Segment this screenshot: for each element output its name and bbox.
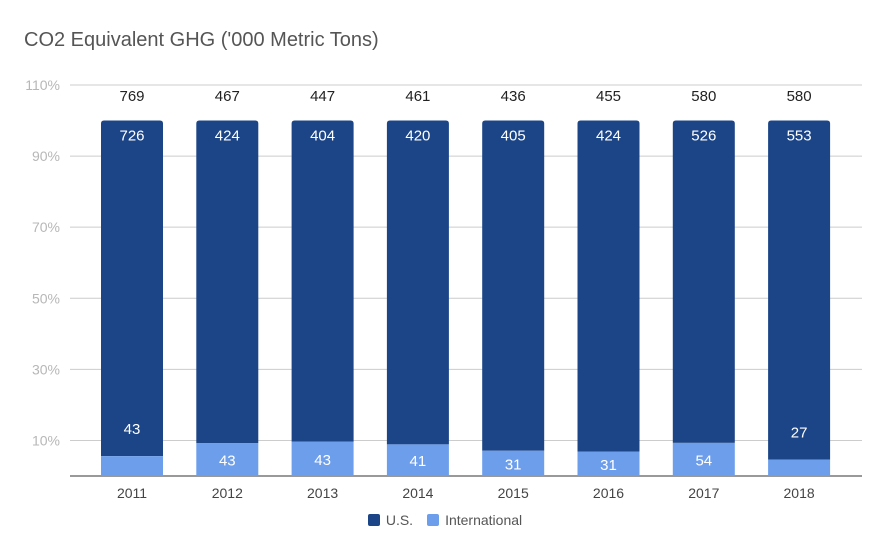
bar-international-2011: [101, 456, 163, 476]
x-tick-label-2013: 2013: [307, 485, 338, 501]
legend-label-international: International: [445, 512, 523, 528]
legend: U.S. International: [0, 512, 890, 528]
bar-us-2011: [101, 120, 163, 457]
bar-us-2015: [482, 120, 545, 451]
total-label-2012: 467: [215, 88, 240, 105]
y-tick-label: 110%: [25, 77, 60, 93]
us-value-label-2016: 424: [596, 128, 621, 145]
us-value-label-2017: 526: [691, 128, 716, 145]
us-value-label-2011: 726: [119, 128, 144, 145]
legend-swatch-us: [367, 514, 380, 526]
x-tick-label-2016: 2016: [593, 485, 624, 501]
bar-international-2015: [482, 450, 545, 476]
total-label-2014: 461: [405, 88, 430, 105]
legend-label-us: U.S.: [385, 512, 414, 528]
international-value-label-2014: 41: [410, 453, 427, 470]
international-value-label-2015: 31: [505, 456, 522, 473]
legend-item-us[interactable]: U.S.: [367, 512, 414, 528]
total-label-2016: 455: [596, 88, 621, 105]
y-tick-label: 30%: [32, 361, 60, 377]
bar-us-2014: [386, 120, 449, 445]
bar-international-2017: [672, 442, 735, 476]
bar-us-2013: [291, 120, 354, 442]
x-tick-label-2018: 2018: [784, 485, 815, 501]
y-tick-label: 70%: [32, 219, 60, 235]
international-value-label-2018: 27: [791, 424, 808, 441]
total-label-2013: 447: [310, 88, 335, 105]
total-label-2011: 769: [119, 88, 144, 105]
total-label-2015: 436: [501, 88, 526, 105]
bar-international-2012: [196, 443, 259, 476]
x-tick-label-2017: 2017: [688, 485, 719, 501]
chart-title: CO2 Equivalent GHG ('000 Metric Tons): [24, 29, 379, 51]
us-value-label-2014: 420: [405, 128, 430, 145]
international-value-label-2017: 54: [695, 452, 712, 469]
bar-international-2016: [577, 451, 640, 476]
y-tick-label: 10%: [32, 432, 60, 448]
y-tick-label: 90%: [32, 148, 60, 164]
bar-us-2012: [196, 120, 259, 444]
bar-international-2014: [386, 444, 449, 476]
international-value-label-2016: 31: [600, 457, 617, 474]
total-label-2018: 580: [787, 88, 812, 105]
y-tick-label: 50%: [32, 290, 60, 306]
legend-swatch-international: [427, 514, 440, 526]
x-tick-label-2014: 2014: [402, 485, 433, 501]
bar-international-2013: [291, 441, 354, 476]
bar-us-2017: [672, 120, 735, 443]
x-tick-label-2012: 2012: [212, 485, 243, 501]
us-value-label-2018: 553: [787, 128, 812, 145]
international-value-label-2012: 43: [219, 453, 236, 470]
x-tick-label-2015: 2015: [498, 485, 529, 501]
total-label-2017: 580: [691, 88, 716, 105]
bar-us-2018: [768, 120, 831, 460]
us-value-label-2012: 424: [215, 128, 240, 145]
bar-international-2018: [768, 459, 831, 476]
bar-us-2016: [577, 120, 640, 452]
legend-item-international[interactable]: International: [427, 512, 522, 528]
x-tick-label-2011: 2011: [117, 485, 147, 501]
us-value-label-2013: 404: [310, 128, 335, 145]
us-value-label-2015: 405: [501, 128, 526, 145]
international-value-label-2013: 43: [314, 452, 331, 469]
international-value-label-2011: 43: [124, 421, 141, 438]
